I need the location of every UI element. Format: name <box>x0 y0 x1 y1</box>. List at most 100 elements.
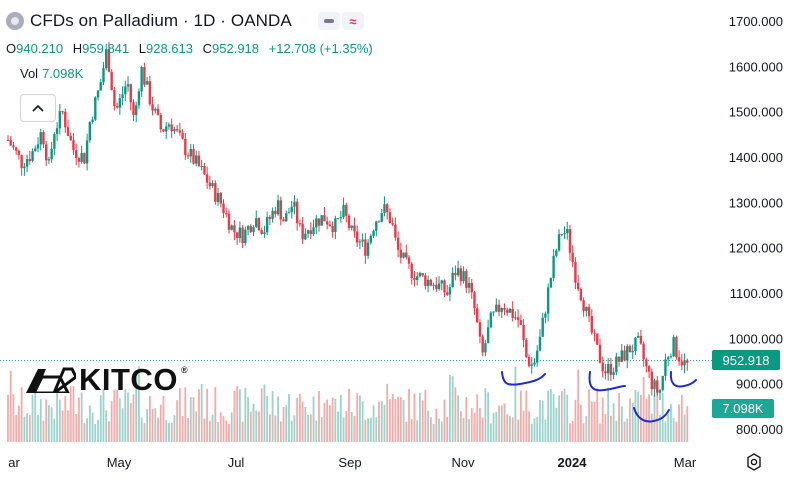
volume-bar <box>547 390 550 442</box>
candle-body <box>394 224 397 238</box>
candle-body <box>369 235 373 243</box>
candle-body <box>175 128 179 131</box>
approx-icon[interactable]: ≈ <box>341 12 364 30</box>
candle-body <box>385 204 389 213</box>
volume-bar <box>511 417 514 442</box>
volume-bar <box>230 412 233 442</box>
candle-body <box>666 357 670 360</box>
candle-body <box>383 204 386 214</box>
collapse-legend-button[interactable] <box>20 94 56 122</box>
volume-bar <box>359 395 361 442</box>
candle-body <box>132 102 135 116</box>
candle-body <box>416 276 419 281</box>
open-value: 940.210 <box>16 41 64 56</box>
chart-settings-button[interactable] <box>744 452 764 472</box>
candle-body <box>410 263 413 278</box>
candle-body <box>672 337 675 357</box>
candle-body <box>626 346 629 361</box>
candle-body <box>530 364 533 366</box>
candle-body <box>364 239 367 256</box>
price-tick-label: 1600.000 <box>729 59 783 74</box>
candle-body <box>25 159 29 167</box>
candle-body <box>405 252 408 258</box>
candle-body <box>495 304 498 312</box>
volume-bar <box>298 393 301 442</box>
candle-body <box>336 218 340 220</box>
candle-body <box>396 237 400 250</box>
candle-body <box>20 155 23 169</box>
candle-body <box>486 327 490 344</box>
volume-bar <box>686 406 689 442</box>
volume-bar <box>487 392 490 442</box>
candle-body <box>492 311 495 313</box>
candle-body <box>508 308 512 313</box>
volume-bar <box>255 410 258 442</box>
volume-bar <box>429 417 432 442</box>
candle-body <box>91 119 94 122</box>
low-label: L <box>138 41 146 56</box>
candle-body <box>293 201 296 207</box>
candle-body <box>64 111 67 128</box>
candle-body <box>263 232 266 234</box>
volume-bar <box>612 403 615 442</box>
volume-bar <box>653 394 656 442</box>
volume-bar <box>23 416 26 442</box>
volume-bar <box>225 420 228 442</box>
volume-bar <box>356 393 359 442</box>
candle-body <box>506 309 509 313</box>
volume-bar <box>75 413 78 442</box>
candle-body <box>334 218 337 233</box>
volume-bar <box>579 404 582 442</box>
candle-body <box>156 108 160 115</box>
volume-bar <box>252 403 255 442</box>
candle-body <box>75 150 78 158</box>
candle-body <box>279 200 282 220</box>
candle-body <box>34 148 37 152</box>
candle-body <box>342 204 345 218</box>
volume-bar <box>20 387 23 442</box>
volume-bar <box>350 412 353 442</box>
high-value: 959.841 <box>82 41 130 56</box>
volume-bar <box>563 388 566 442</box>
time-axis: ar May Jul Sep Nov 2024 Mar <box>8 455 697 470</box>
volume-bar <box>176 400 179 442</box>
volume-bar <box>544 419 547 442</box>
candle-body <box>320 215 323 226</box>
candle-body <box>170 124 173 132</box>
volume-bar <box>629 398 631 442</box>
volume-bar <box>634 389 637 442</box>
volume-bar <box>569 423 571 442</box>
candle-body <box>366 242 370 256</box>
volume-bar <box>116 389 119 442</box>
candle-body <box>165 126 168 132</box>
volume-bar <box>34 388 37 442</box>
candle-body <box>304 233 307 240</box>
volume-bar <box>241 421 244 442</box>
candle-body <box>151 104 154 111</box>
volume-bar <box>675 421 678 442</box>
volume-bar <box>279 421 282 442</box>
candle-body <box>94 97 97 120</box>
candle-body <box>443 280 446 293</box>
candle-body <box>579 289 583 301</box>
candle-body <box>47 159 51 161</box>
candle-body <box>481 336 484 353</box>
minus-icon[interactable] <box>317 12 340 30</box>
candle-body <box>105 49 108 69</box>
volume-bar <box>577 369 580 442</box>
candle-body <box>309 230 313 235</box>
symbol-title[interactable]: CFDs on Palladium · 1D · OANDA <box>30 11 292 30</box>
candle-body <box>686 360 689 363</box>
volume-bar <box>348 388 350 442</box>
volume-bar <box>588 389 590 442</box>
candle-body <box>467 282 471 288</box>
volume-bar <box>539 400 541 442</box>
volume-bar <box>552 394 555 442</box>
volume-bar <box>683 414 686 442</box>
volume-bar <box>530 423 533 442</box>
volume-bar <box>86 418 89 442</box>
volume-bar <box>61 410 64 442</box>
volume-bar <box>154 408 157 442</box>
candle-body <box>585 306 588 312</box>
